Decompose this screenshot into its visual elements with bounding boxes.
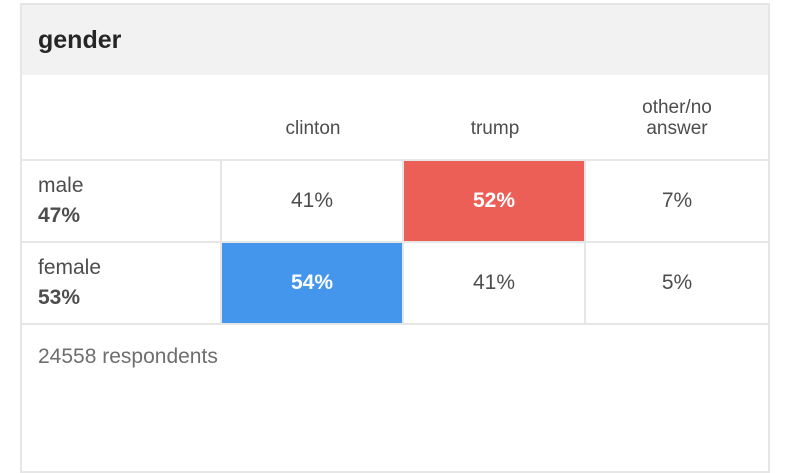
value-cell: 5% <box>586 243 768 323</box>
row-share: 53% <box>38 286 81 309</box>
column-header-label: clinton <box>285 118 341 139</box>
value-cell: 52% <box>404 161 586 241</box>
column-header-label: other/no answer <box>642 97 712 139</box>
value-cell: 54% <box>222 243 404 323</box>
value-cell: 41% <box>404 243 586 323</box>
table-header-row: clinton trump other/no answer <box>22 75 768 161</box>
value-label: 41% <box>472 271 516 294</box>
card-header: gender <box>22 5 768 75</box>
value-cell: 7% <box>586 161 768 241</box>
results-table: clinton trump other/no answer male 47% 4… <box>22 75 768 325</box>
row-share: 47% <box>38 204 81 227</box>
column-header-trump: trump <box>404 75 586 159</box>
column-header-label: trump <box>470 118 520 139</box>
row-label-cell: male 47% <box>22 161 222 241</box>
column-header-other: other/no answer <box>586 75 768 159</box>
exit-poll-card: gender clinton trump other/no answer mal… <box>20 3 770 473</box>
header-spacer <box>22 75 222 159</box>
value-label: 52% <box>472 189 516 212</box>
value-label: 5% <box>661 271 693 294</box>
value-label: 7% <box>661 189 693 212</box>
card-title: gender <box>38 25 122 54</box>
value-label: 54% <box>290 271 334 294</box>
row-label: female <box>38 256 102 279</box>
row-label: male <box>38 174 84 197</box>
column-header-clinton: clinton <box>222 75 404 159</box>
row-label-cell: female 53% <box>22 243 222 323</box>
table-row-male: male 47% 41% 52% 7% <box>22 161 768 243</box>
value-label: 41% <box>290 189 334 212</box>
respondents-count: 24558 respondents <box>38 345 218 368</box>
table-row-female: female 53% 54% 41% 5% <box>22 243 768 325</box>
value-cell: 41% <box>222 161 404 241</box>
